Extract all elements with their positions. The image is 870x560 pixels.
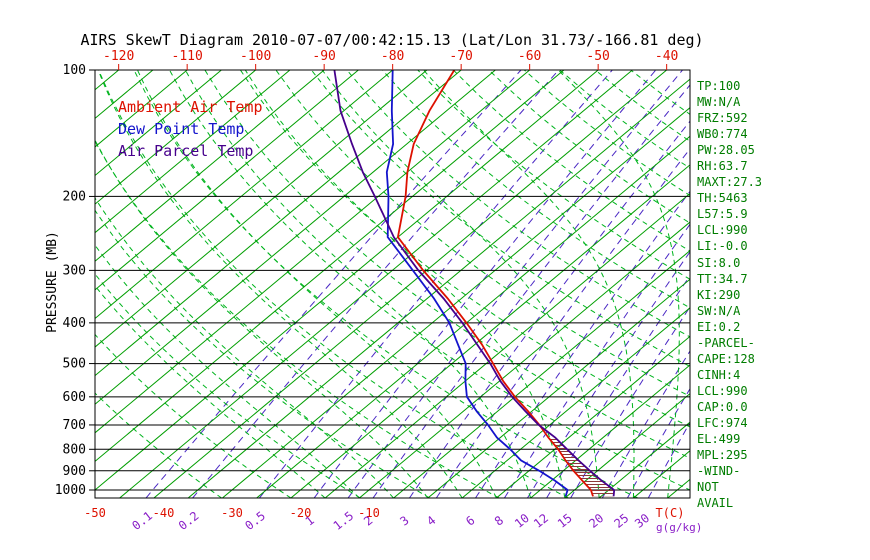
- chart-title: AIRS SkewT Diagram 2010-07-07/00:42:15.1…: [80, 31, 704, 49]
- bottom-axis-label: -20: [290, 506, 312, 520]
- temp-unit-label: T(C): [656, 506, 685, 520]
- mixing-ratio-label: 8: [492, 513, 506, 528]
- moist-adiabat-lines: [95, 70, 680, 498]
- bottom-axis-label: -30: [221, 506, 243, 520]
- top-axis-label: -80: [381, 49, 404, 64]
- stat-line: TT:34.7: [697, 271, 748, 286]
- stat-line: LI:-0.0: [697, 239, 748, 254]
- legend-item-dew_point: Dew Point Temp: [118, 120, 244, 138]
- stat-line: EL:499: [697, 432, 741, 447]
- stat-line: MW:N/A: [697, 95, 741, 110]
- top-axis-label: -40: [655, 49, 678, 64]
- mixing-ratio-label: 10: [512, 511, 532, 531]
- pressure-axis-label: 200: [63, 189, 86, 204]
- mixing-ratio-label: 15: [555, 511, 575, 531]
- pressure-axis-label: 500: [63, 357, 86, 372]
- mixing-ratio-label: 12: [531, 511, 551, 531]
- stat-line: CINH:4: [697, 367, 741, 382]
- stat-line: PW:28.05: [697, 143, 755, 158]
- mixing-ratio-label: 3: [397, 513, 411, 528]
- stat-line: KI:290: [697, 287, 741, 302]
- stat-line: LFC:974: [697, 415, 748, 430]
- stat-line: TP:100: [697, 79, 741, 93]
- stat-line: EI:0.2: [697, 319, 741, 334]
- stat-line: RH:63.7: [697, 159, 748, 174]
- stats-panel: TP:100 MW:N/A FRZ:592 WB0:774 PW:28.05 RH:63.…: [697, 78, 762, 511]
- stat-line: NOT: [697, 480, 719, 495]
- mixing-ratio-label: 0.1: [129, 509, 155, 533]
- top-axis-label: -50: [586, 49, 609, 64]
- pressure-axis-label: 900: [63, 464, 86, 479]
- stat-line: L57:5.9: [697, 207, 748, 222]
- top-axis-label: -100: [240, 49, 271, 64]
- stat-line: LCL:990: [697, 383, 748, 398]
- legend-item-ambient: Ambient Air Temp: [118, 98, 263, 116]
- stat-line: -PARCEL-: [697, 335, 755, 350]
- mixing-ratio-label: 0.2: [176, 509, 202, 533]
- stat-line: WB0:774: [697, 127, 748, 142]
- parcel-temp-curve: [333, 70, 616, 497]
- stat-line: CAPE:128: [697, 351, 755, 366]
- bottom-axis-label: -10: [358, 506, 380, 520]
- pressure-axis-label: 600: [63, 390, 86, 405]
- stat-line: MAXT:27.3: [697, 175, 763, 190]
- bottom-axis-label: -40: [153, 506, 175, 520]
- pressure-axis: 100 200 300 400 500 600 700 800 900 1000 PRESSURE …: [45, 63, 95, 498]
- stat-line: MPL:295: [697, 448, 748, 463]
- mixing-ratio-label: 25: [611, 511, 631, 531]
- ambient-temp-curve: [396, 70, 594, 497]
- plot-area: [95, 70, 690, 498]
- cape-hatch-area: [548, 437, 615, 497]
- bottom-axis-label: -50: [84, 506, 106, 520]
- stat-line: TH:5463: [697, 191, 748, 206]
- stat-line: SW:N/A: [697, 303, 741, 318]
- stat-line: CAP:0.0: [697, 399, 748, 414]
- top-axis-label: -60: [518, 49, 541, 64]
- legend: Ambient Air Temp Dew Point Temp Air Parcel…: [118, 98, 263, 160]
- stat-line: FRZ:592: [697, 111, 748, 126]
- mixing-ratio-label: 1.5: [331, 509, 357, 533]
- pressure-axis-label: 1000: [55, 483, 86, 498]
- top-axis-label: -70: [449, 49, 472, 64]
- top-axis-label: -120: [103, 49, 134, 64]
- stat-line: LCL:990: [697, 223, 748, 238]
- isotherm-lines: [95, 70, 690, 498]
- pressure-axis-label: 100: [63, 63, 86, 78]
- pressure-axis-label: 400: [63, 316, 86, 331]
- stat-line: SI:8.0: [697, 255, 741, 270]
- mixing-ratio-axis-labels: 0.1 0.2 0.5 1 1.5 2 3 4 6 8 10 12 15 20 25 30 g(g/kg): [129, 509, 702, 534]
- top-axis-label: -90: [312, 49, 335, 64]
- pressure-lines: [95, 70, 690, 491]
- mixing-ratio-label: 4: [424, 513, 438, 528]
- mixing-ratio-label: 30: [632, 511, 652, 531]
- pressure-axis-title: PRESSURE (MB): [45, 231, 60, 333]
- pressure-axis-label: 700: [63, 418, 86, 433]
- pressure-axis-label: 300: [63, 263, 86, 278]
- dew-point-curve: [385, 70, 569, 497]
- mixing-ratio-label: 1: [303, 513, 317, 528]
- pressure-axis-label: 800: [63, 442, 86, 457]
- mixing-ratio-label: 0.5: [242, 509, 268, 533]
- bottom-temp-axis: -50 -40 -30 -20 -10 T(C): [84, 506, 684, 520]
- stat-line: AVAIL: [697, 496, 734, 511]
- legend-item-parcel: Air Parcel Temp: [118, 142, 253, 160]
- mixing-ratio-label: 20: [586, 511, 606, 531]
- mixing-ratio-label: 6: [463, 513, 477, 528]
- top-axis-label: -110: [172, 49, 203, 64]
- mixing-ratio-unit-label: g(g/kg): [656, 521, 702, 534]
- stat-line: -WIND-: [697, 464, 741, 479]
- top-temp-axis: -120 -110 -100 -90 -80 -70 -60 -50 -40: [103, 49, 678, 70]
